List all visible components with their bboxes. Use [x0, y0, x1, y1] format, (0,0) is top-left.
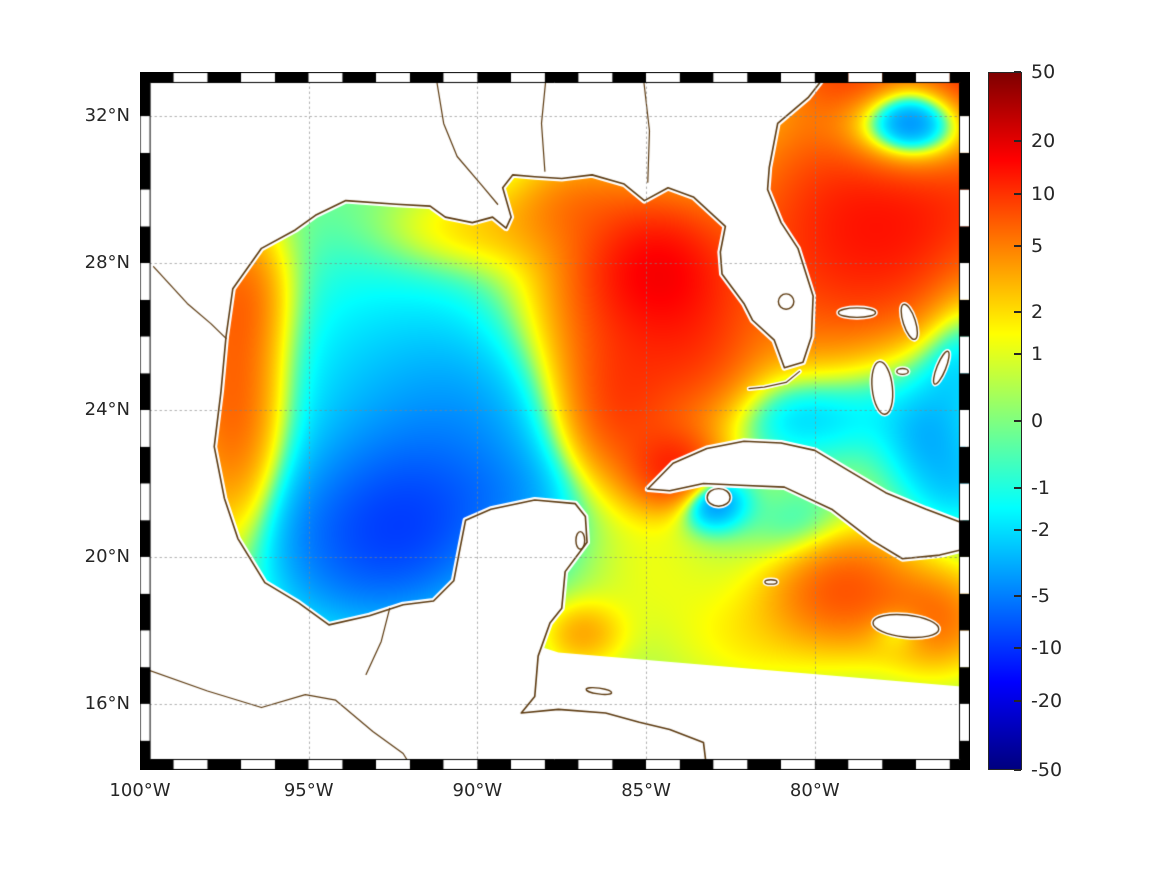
colorbar-tick-mark	[1014, 486, 1021, 489]
colorbar-tick-mark	[1014, 192, 1021, 195]
colorbar-tick-mark	[1014, 595, 1021, 598]
colorbar-tick-mark	[1014, 244, 1021, 247]
colorbar-tick-label: 50	[1031, 61, 1056, 83]
colorbar-tick-label: 1	[1031, 343, 1044, 366]
colorbar-tick-label: 0	[1031, 410, 1044, 432]
x-tick-label: 85°W	[621, 780, 671, 801]
colorbar-tick-mark	[1014, 699, 1021, 702]
colorbar-tick-mark	[1014, 529, 1021, 532]
colorbar-tick-mark	[1014, 310, 1021, 313]
colorbar-tick-label: -20	[1031, 689, 1063, 712]
colorbar-tick-mark	[1014, 647, 1021, 650]
y-tick-label: 20°N	[84, 545, 130, 567]
x-tick-label: 80°W	[789, 780, 840, 801]
colorbar-tick-label: -10	[1031, 637, 1063, 660]
y-tick-label: 24°N	[84, 398, 130, 420]
colorbar-tick-label: -2	[1031, 519, 1050, 542]
colorbar-tick-label: 2	[1031, 300, 1044, 323]
colorbar-tick-label: 5	[1031, 234, 1044, 257]
colorbar-tick-label: -50	[1031, 759, 1063, 781]
y-tick-label: 16°N	[84, 692, 130, 714]
x-tick-label: 95°W	[283, 780, 334, 801]
colorbar-tick-mark	[1014, 420, 1021, 422]
colorbar-tick-mark	[1014, 140, 1021, 143]
map-plot-canvas	[140, 72, 970, 770]
y-tick-label: 32°N	[84, 105, 130, 127]
y-tick-label: 28°N	[84, 252, 130, 274]
colorbar-tick-label: 20	[1031, 130, 1056, 153]
colorbar-tick-label: -1	[1031, 476, 1050, 499]
colorbar-tick-label: -5	[1031, 585, 1050, 608]
colorbar-tick-mark	[1014, 71, 1021, 73]
colorbar-tick-mark	[1014, 353, 1021, 356]
x-tick-label: 100°W	[109, 780, 171, 801]
colorbar-tick-mark	[1014, 769, 1021, 771]
colorbar-tick-label: 10	[1031, 182, 1056, 205]
x-tick-label: 90°W	[452, 780, 503, 801]
